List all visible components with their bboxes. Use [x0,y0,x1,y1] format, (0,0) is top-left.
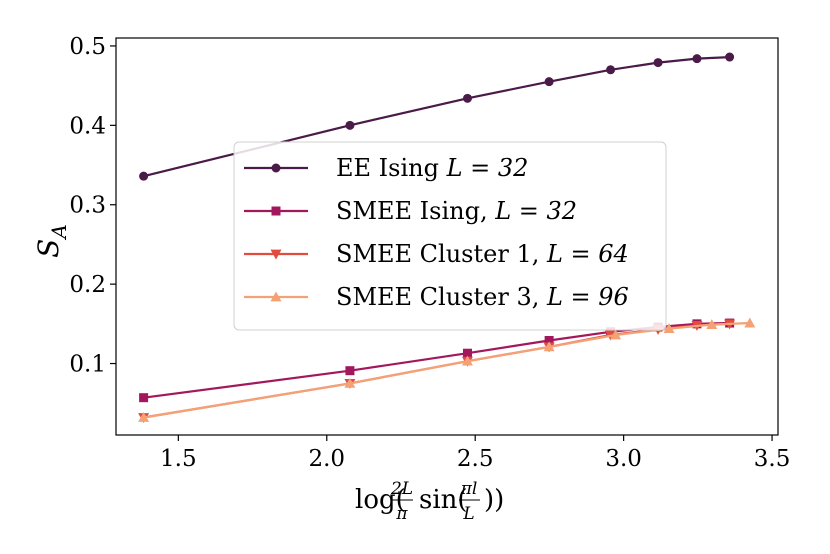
x-tick-label: 2.5 [457,446,494,472]
data-point [692,54,702,64]
legend-entry-4: SMEE Cluster 3, L = 96 [244,283,629,311]
series-line [143,321,730,399]
legend-label: SMEE Cluster 1, L = 64 [336,240,629,268]
series-1 [139,52,735,181]
y-tick-label: 0.2 [69,272,106,298]
data-point [543,341,555,352]
data-point [344,377,356,388]
ticks-layer: 1.5 2.0 2.5 3.0 3.5 0.1 0.2 0.3 0.4 0.5 [69,34,790,472]
plot-frame [115,37,779,436]
data-point [544,336,554,346]
legend-marker [271,163,281,173]
svg-text:π: π [395,504,408,524]
data-point [462,93,472,103]
legend-entry-2: SMEE Ising, L = 32 [244,197,577,225]
legend-marker [270,291,282,302]
svg-text:SA: SA [32,224,71,258]
svg-text:πl: πl [460,479,478,499]
data-point [606,65,616,75]
data-point [139,171,149,181]
legend-label: EE Ising L = 32 [336,154,528,182]
legend-label: SMEE Cluster 3, L = 96 [336,283,629,311]
data-point [744,317,756,328]
x-tick-label: 3.5 [754,446,791,472]
x-tick-label: 3.0 [605,446,642,472]
data-point [544,77,554,87]
series-line [143,56,730,178]
y-tick-label: 0.3 [69,193,106,219]
data-point [725,52,735,62]
data-point [345,120,355,130]
data-point [345,366,355,376]
series-4 [138,317,756,422]
x-tick-label: 2.0 [308,446,345,472]
legend-marker [271,206,281,216]
legend-label: SMEE Ising, L = 32 [336,197,577,225]
data-point [663,323,675,334]
legend: EE Ising L = 32 SMEE Ising, L = 32 SMEE Cl… [233,141,667,331]
x-tick-label: 1.5 [160,446,197,472]
y-tick-label: 0.1 [69,352,106,378]
x-axis-title: log( 2L π sin( πl L )) [355,479,504,524]
data-point [138,412,150,422]
data-point [653,58,663,68]
legend-marker [270,249,282,260]
data-point [462,348,472,358]
legend-entry-1: EE Ising L = 32 [244,154,528,182]
legend-frame [233,141,667,331]
legend-entry-3: SMEE Cluster 1, L = 64 [244,240,629,268]
svg-text:L: L [462,504,474,524]
y-tick-label: 0.5 [69,34,106,60]
svg-text:2L: 2L [390,479,413,499]
svg-text:)): )) [484,485,504,515]
series-line [143,321,750,419]
data-point [461,355,473,366]
y-axis-title: SA [32,224,71,258]
y-tick-label: 0.4 [69,113,106,139]
data-point [706,319,718,330]
series-3 [138,319,736,424]
data-point [610,329,622,340]
series-layer [138,52,756,424]
legend-entries: EE Ising L = 32 SMEE Ising, L = 32 SMEE Cl… [244,154,629,311]
data-point [139,393,149,403]
